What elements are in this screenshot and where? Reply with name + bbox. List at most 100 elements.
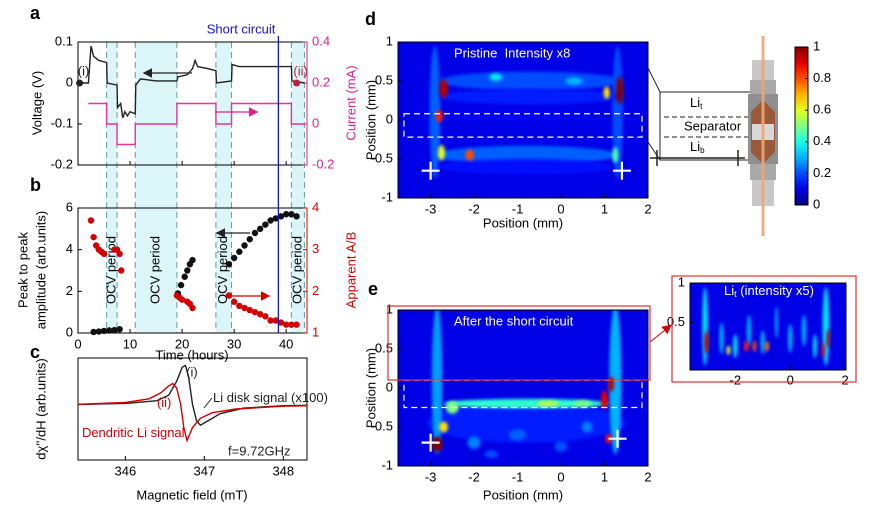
scatter-point xyxy=(256,225,264,233)
x-axis-label: Magnetic field (mT) xyxy=(136,487,247,502)
connector xyxy=(647,141,661,161)
x-axis-label: Time (hours) xyxy=(155,347,228,362)
y-axis-label: amplitude (arb.units) xyxy=(33,211,48,330)
annotation: (ii) xyxy=(157,395,171,410)
intensity-spot xyxy=(704,330,709,355)
y2-tick-label: 0 xyxy=(312,115,319,130)
panel-label: b xyxy=(30,175,41,195)
heatmap-title: After the short circuit xyxy=(454,313,574,328)
scatter-point xyxy=(282,211,290,218)
scatter-point xyxy=(117,267,125,274)
heatmap xyxy=(690,283,846,370)
ocv-band xyxy=(106,42,118,333)
label-base: Li xyxy=(690,95,700,110)
intensity-spot xyxy=(826,328,830,348)
scatter-point xyxy=(241,242,248,249)
scatter-point xyxy=(288,321,295,328)
x-tick-label: 20 xyxy=(175,336,189,351)
pointer xyxy=(203,397,213,409)
scatter-point xyxy=(189,256,196,264)
y-tick-label: 1 xyxy=(386,33,393,48)
intensity-spot xyxy=(489,73,503,81)
intensity-spot xyxy=(581,421,593,433)
intensity-spot xyxy=(609,310,622,455)
point-marker xyxy=(293,79,301,87)
intensity-spot xyxy=(439,159,614,175)
ocv-band xyxy=(215,42,232,333)
scatter-point xyxy=(230,254,238,262)
scatter-point xyxy=(246,236,253,243)
x-tick-label: -2 xyxy=(468,469,480,484)
scatter-point xyxy=(95,328,103,335)
intensity-spot xyxy=(439,71,622,91)
scatter-point xyxy=(90,328,97,336)
x-axis-label: Position (mm) xyxy=(483,215,563,230)
intensity-spot xyxy=(465,149,475,161)
annotation: (i) xyxy=(186,365,198,380)
cross-marker xyxy=(421,433,440,452)
x-tick-label: 0 xyxy=(74,336,81,351)
annotation: Li disk signal (x100) xyxy=(213,390,328,405)
cross-marker xyxy=(421,161,440,180)
y2-tick-label: 0.4 xyxy=(312,33,330,48)
intensity-spot xyxy=(431,310,443,455)
scatter-point xyxy=(230,298,238,305)
cell-drawing xyxy=(748,36,778,236)
scatter-point xyxy=(251,229,259,237)
heatmap xyxy=(398,310,648,466)
scatter-point xyxy=(236,302,243,310)
scatter-point xyxy=(111,326,118,334)
x-tick-label: 0 xyxy=(557,469,564,484)
title-base: Li xyxy=(724,283,734,298)
y2-tick-label: 2 xyxy=(312,283,319,298)
heatmap xyxy=(398,42,648,198)
scatter-point xyxy=(178,296,186,303)
panel-label: e xyxy=(368,279,378,299)
scatter-point xyxy=(267,217,274,224)
y-axis-label: Voltage (V) xyxy=(29,71,44,135)
x-tick-label: -2 xyxy=(468,201,480,216)
y-tick-label: 0 xyxy=(386,379,393,394)
schematic-label: Lib xyxy=(690,139,705,155)
scatter-point xyxy=(262,313,269,320)
y-tick-label: 0 xyxy=(386,111,393,126)
scatter-point xyxy=(116,250,123,258)
y-tick-label: 0 xyxy=(66,324,73,339)
x-tick-label: -3 xyxy=(425,201,437,216)
scatter-point xyxy=(293,213,300,220)
scatter-point xyxy=(225,292,233,299)
panel-label: d xyxy=(365,9,376,29)
y-tick-label: 4 xyxy=(66,241,73,256)
scatter-point xyxy=(184,267,191,274)
intensity-spot xyxy=(608,376,615,392)
y-tick-label: 1 xyxy=(678,274,685,289)
intensity-spot xyxy=(554,441,568,452)
x-tick-label: -1 xyxy=(512,201,524,216)
intensity-spot xyxy=(733,334,738,359)
intensity-spot xyxy=(726,345,731,355)
y-tick-label: 0.5 xyxy=(375,72,393,87)
intensity-spot xyxy=(508,429,527,441)
series-line xyxy=(88,102,305,146)
series-line xyxy=(77,382,308,443)
zoom-frame xyxy=(387,305,651,381)
x-tick-label: 2 xyxy=(644,201,651,216)
scatter-point xyxy=(267,317,274,324)
annotation: Dendritic Li signal xyxy=(82,425,185,440)
y-axis-label: Peak to peak xyxy=(15,232,30,308)
scatter-point xyxy=(256,311,264,318)
y-tick-label: 0.1 xyxy=(55,33,73,48)
x-tick-label: -1 xyxy=(512,469,524,484)
y2-tick-label: 0.2 xyxy=(312,74,330,89)
scatter-point xyxy=(100,250,108,258)
title-sub: t xyxy=(734,289,737,299)
zoom-arrow xyxy=(649,324,672,343)
annotation: f=9.72GHz xyxy=(228,444,291,459)
intensity-spot xyxy=(744,340,749,352)
intensity-spot xyxy=(484,450,499,459)
scatter-point xyxy=(236,248,243,255)
intensity-spot xyxy=(702,286,708,367)
title-rest: (intensity x5) xyxy=(737,283,814,298)
